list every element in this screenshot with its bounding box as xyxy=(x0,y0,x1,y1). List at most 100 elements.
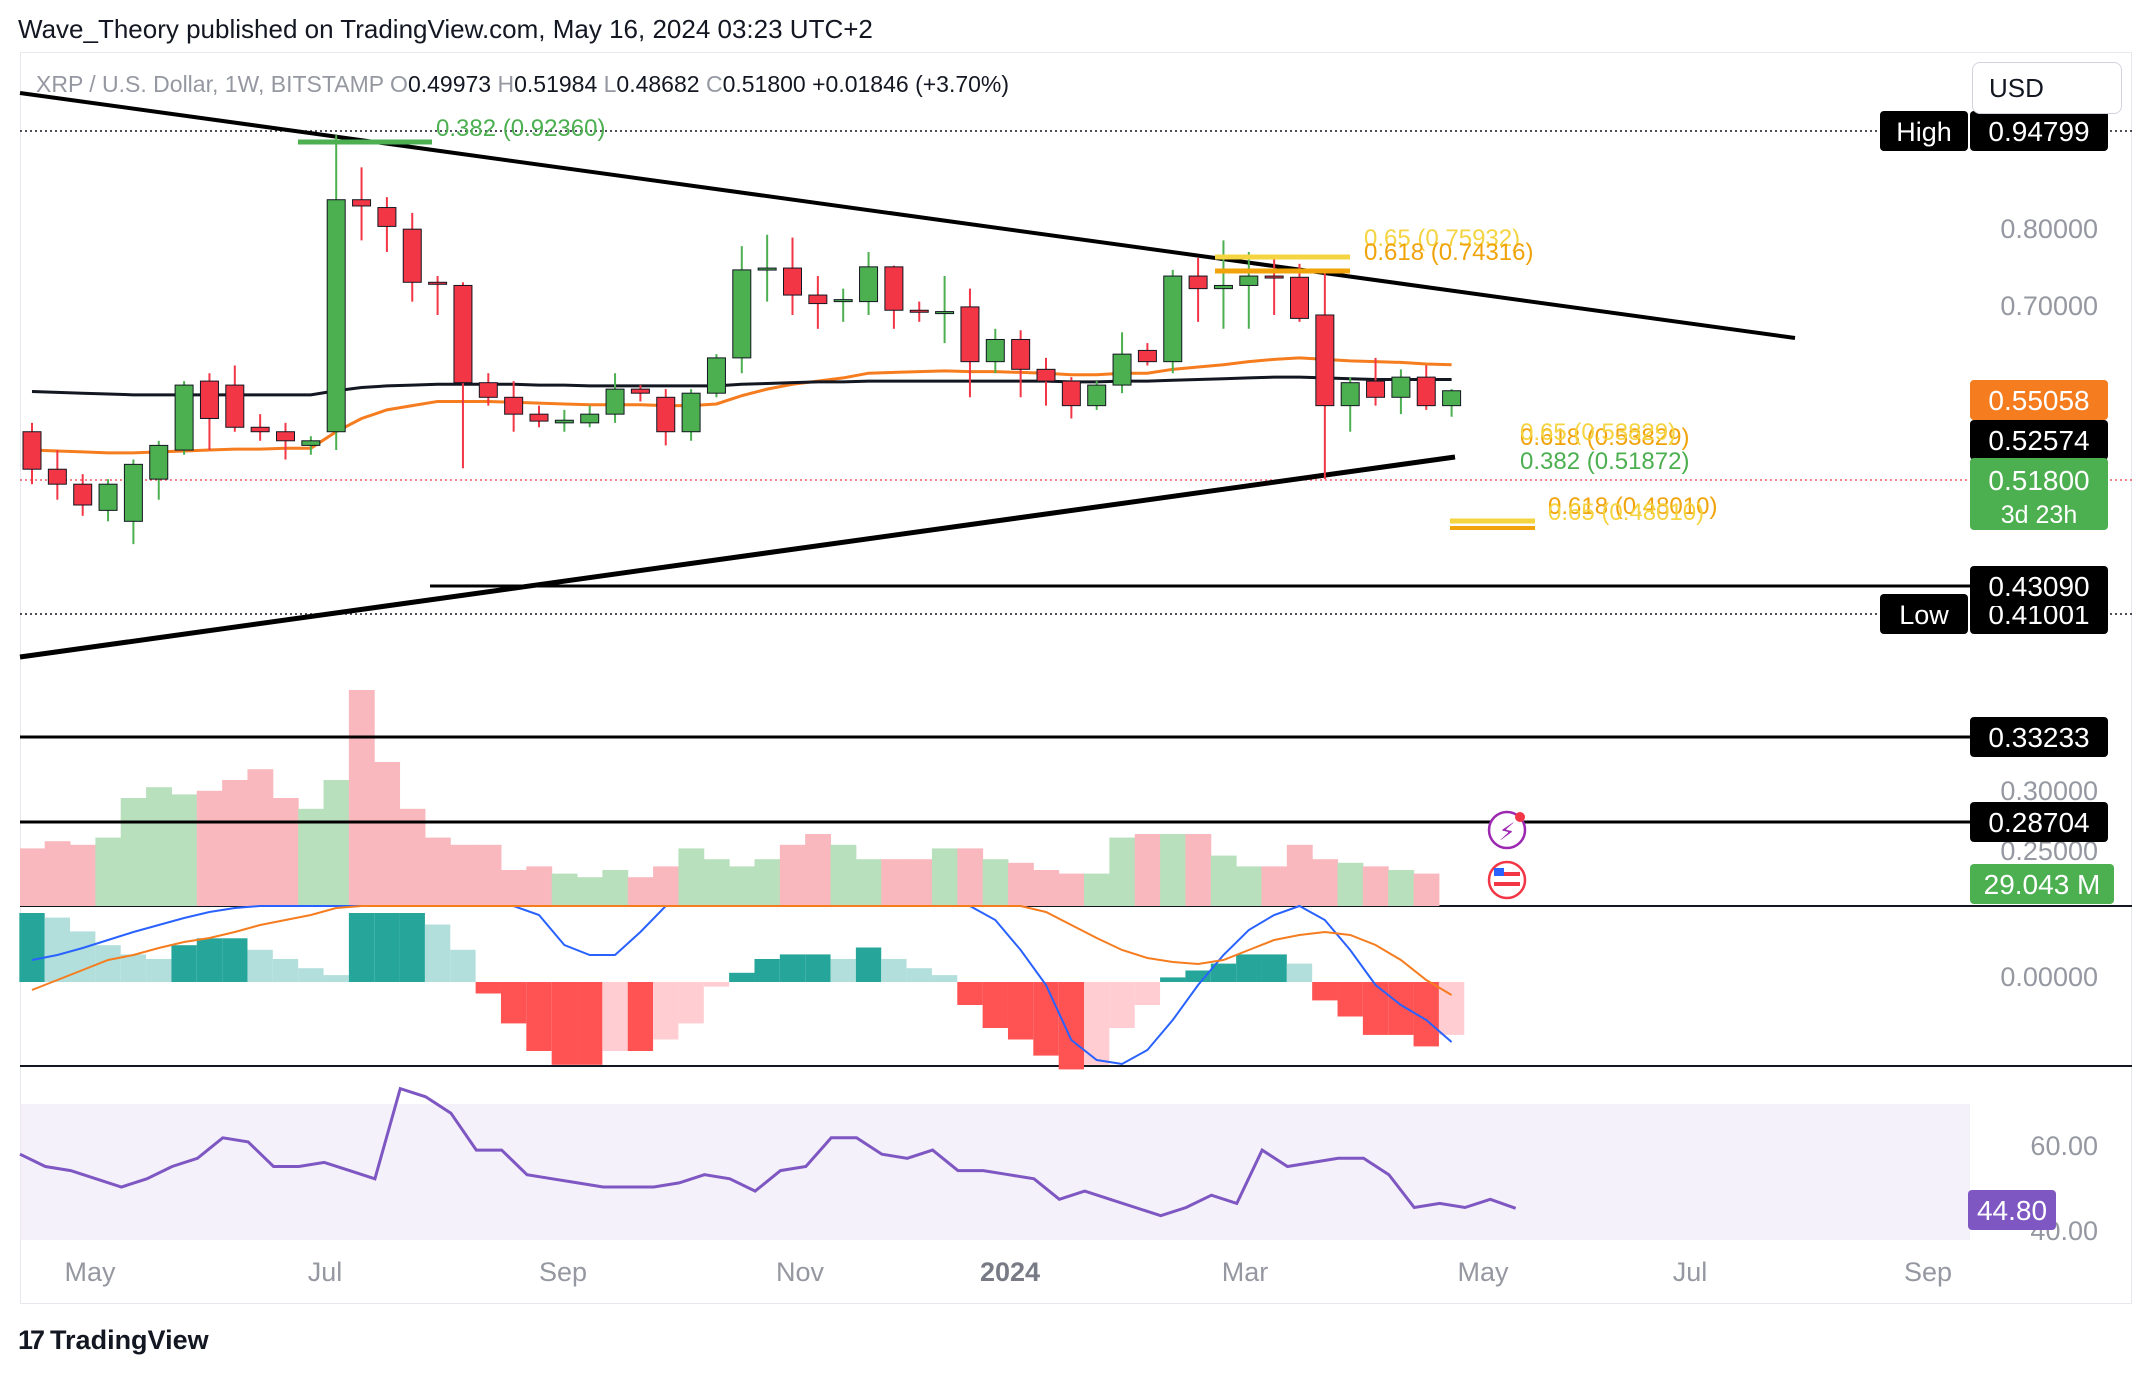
macd-histogram-bar xyxy=(1337,982,1363,1017)
volume-bar xyxy=(906,859,933,906)
rsi-line xyxy=(19,1086,1517,1218)
volume-bar xyxy=(1007,862,1034,906)
ascending-trendline xyxy=(19,454,1456,660)
volume-bar xyxy=(1286,844,1313,906)
price-label-value: 0.33233 xyxy=(1988,722,2089,753)
volume-bar xyxy=(298,808,325,906)
symbol-name[interactable]: XRP / U.S. Dollar, 1W, BITSTAMP xyxy=(36,71,384,97)
macd-histogram-bar xyxy=(1185,970,1211,982)
ema-line xyxy=(31,356,1452,455)
macd-histogram-bar xyxy=(1261,954,1287,982)
candle-body xyxy=(1366,380,1386,398)
price-axis-tick: 0.30000 xyxy=(2000,776,2098,806)
time-axis-tick: Sep xyxy=(539,1257,587,1287)
volume-bar xyxy=(678,848,705,906)
lightning-icon xyxy=(1487,810,1527,850)
volume-bar xyxy=(1134,834,1161,906)
currency-selector[interactable]: USD xyxy=(1972,62,2122,114)
tradingview-brand: TradingView xyxy=(50,1325,209,1355)
tradingview-footer[interactable]: 17 TradingView xyxy=(18,1325,209,1356)
candle-body xyxy=(783,267,802,296)
volume-bar xyxy=(779,844,806,906)
macd-histogram-bar xyxy=(348,913,375,982)
candle-body xyxy=(935,311,955,315)
price-label-bg xyxy=(1970,717,2108,757)
fib-label: 0.65 (0.75932) xyxy=(1364,225,1520,252)
macd-histogram-bar xyxy=(957,982,983,1005)
volume-bar xyxy=(577,877,603,906)
price-label-bg xyxy=(1970,802,2108,842)
price-label-bg xyxy=(1970,420,2108,460)
macd-histogram-bar xyxy=(1033,982,1059,1056)
volume-bar xyxy=(1362,866,1389,906)
candle-body xyxy=(98,483,118,511)
volume-bar xyxy=(1109,837,1136,906)
volume-bar xyxy=(805,834,832,906)
volume-bar xyxy=(526,866,553,906)
candle-body xyxy=(833,299,853,303)
macd-histogram-bar xyxy=(754,959,780,982)
macd-histogram-bar xyxy=(196,938,223,982)
close-label: C xyxy=(705,71,723,97)
price-label-bg xyxy=(1970,566,2108,606)
sma-line xyxy=(31,375,1452,397)
candle-body xyxy=(453,284,473,384)
time-axis-tick: May xyxy=(64,1257,116,1287)
lightning-glyph: ⚡ xyxy=(1499,819,1516,846)
macd-histogram-bar xyxy=(830,959,856,982)
price-label-bg xyxy=(1970,864,2114,904)
volume-bar xyxy=(146,787,172,906)
macd-histogram-bar xyxy=(374,913,400,982)
signal-line xyxy=(31,905,1453,996)
volume-bar xyxy=(272,798,299,906)
chart-frame[interactable] xyxy=(20,52,2132,1304)
macd-histogram-bar xyxy=(1007,982,1034,1040)
candle-body xyxy=(174,384,194,451)
time-axis-tick: Jul xyxy=(308,1257,343,1287)
price-label-bg xyxy=(1968,1190,2056,1230)
macd-histogram-bar xyxy=(1210,963,1237,982)
time-axis-tick: 2024 xyxy=(980,1257,1040,1287)
time-axis-tick: Mar xyxy=(1222,1257,1269,1287)
fib-label: 0.65 (0.53829) xyxy=(1520,419,1676,446)
macd-histogram-bar xyxy=(1312,982,1338,1001)
macd-histogram-bar xyxy=(931,975,958,982)
volume-bar xyxy=(374,762,401,906)
macd-histogram-bar xyxy=(1109,982,1135,1028)
volume-bar xyxy=(323,780,350,906)
macd-histogram-bar xyxy=(577,982,603,1065)
price-label-value: 0.94799 xyxy=(1988,116,2089,147)
macd-histogram-bar xyxy=(881,959,907,982)
candle-body xyxy=(377,207,397,227)
price-label-bg xyxy=(1970,111,2108,151)
notification-dot-icon xyxy=(1515,812,1525,822)
volume-bar xyxy=(1160,834,1186,906)
macd-histogram-bar xyxy=(678,982,704,1024)
macd-histogram-bar xyxy=(272,959,299,982)
flag-stripe-icon xyxy=(1494,872,1520,876)
macd-histogram-bar xyxy=(120,954,147,982)
candle-body xyxy=(1036,368,1056,382)
candle-body xyxy=(859,266,879,303)
descending-trendline xyxy=(19,91,1796,340)
candle-body xyxy=(706,357,726,394)
low-value: 0.48682 xyxy=(616,71,700,97)
macd-histogram-bar xyxy=(1160,977,1186,982)
macd-histogram-bar xyxy=(551,982,578,1065)
volume-bar xyxy=(399,808,426,906)
volume-bar xyxy=(627,877,654,906)
macd-histogram-bar xyxy=(855,947,882,982)
candle-body xyxy=(428,281,448,285)
macd-histogram-bar xyxy=(1388,982,1414,1035)
high-label: H xyxy=(497,71,515,97)
volume-bar xyxy=(1413,873,1440,906)
candle-body xyxy=(47,468,67,485)
candle-body xyxy=(909,309,929,313)
macd-histogram-bar xyxy=(982,982,1008,1028)
price-label-tag-bg xyxy=(1880,594,1968,634)
volume-bar xyxy=(982,859,1009,906)
time-axis-tick: Sep xyxy=(1904,1257,1952,1287)
macd-histogram-bar xyxy=(1362,982,1389,1035)
candle-body xyxy=(1391,376,1411,398)
